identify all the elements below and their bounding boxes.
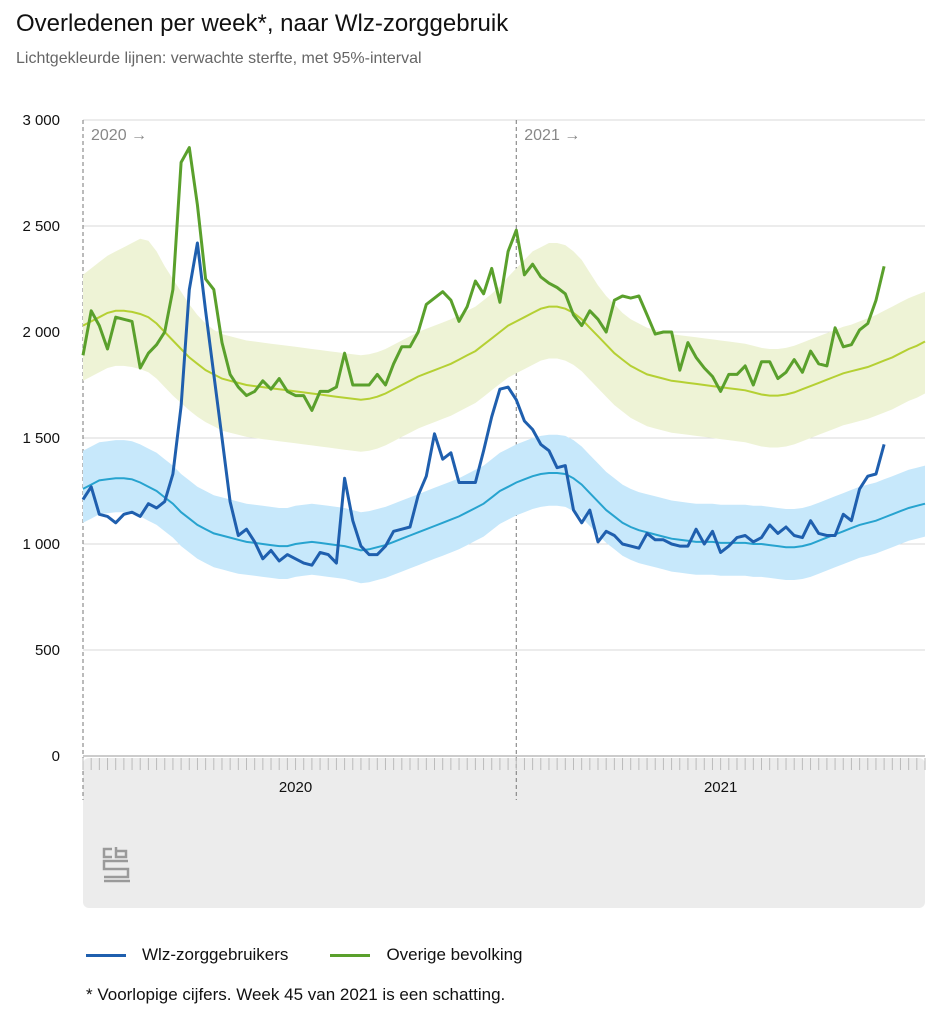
legend-swatch-wlz xyxy=(86,953,126,957)
y-tick-label: 500 xyxy=(35,642,60,659)
cbs-logo-stroke xyxy=(114,847,128,859)
band-wlz-zorggebruikers xyxy=(83,434,925,584)
year-annotation: 2020 → xyxy=(91,127,147,144)
cbs-logo-stroke xyxy=(102,859,130,879)
x-axis-panel xyxy=(83,758,925,908)
line-overige-bevolking-expected xyxy=(82,305,926,401)
line-wlz-zorggebruikers xyxy=(81,241,886,567)
x-group-label: 2021 xyxy=(704,779,737,796)
legend-label-other: Overige bevolking xyxy=(386,945,523,964)
legend-swatch-other xyxy=(330,953,371,957)
page-subtitle: Lichtgekleurde lijnen: verwachte sterfte… xyxy=(16,50,422,67)
y-tick-label: 1 000 xyxy=(22,536,60,553)
cbs-logo-icon xyxy=(102,847,130,883)
legend-label-wlz: Wlz-zorggebruikers xyxy=(142,945,289,964)
legend-item-wlz: Wlz-zorggebruikers xyxy=(86,945,288,965)
footnote: * Voorlopige cijfers. Week 45 van 2021 i… xyxy=(86,985,506,1004)
year-annotation: 2021 → xyxy=(524,127,580,144)
line-wlz-zorggebruikers-expected xyxy=(82,472,926,552)
y-tick-label: 0 xyxy=(52,748,60,765)
chart: 0 500 1 000 1 500 2 000 2 500 3 000 2020 → 2021 … xyxy=(22,112,926,908)
y-tick-label: 2 500 xyxy=(22,218,60,235)
x-group-label: 2020 xyxy=(279,779,312,796)
y-tick-label: 3 000 xyxy=(22,112,60,129)
y-tick-label: 2 000 xyxy=(22,324,60,341)
page-title: Overledenen per week*, naar Wlz-zorggebr… xyxy=(16,10,509,37)
legend-item-other: Overige bevolking xyxy=(330,945,523,965)
line-overige-bevolking xyxy=(81,146,886,412)
y-tick-label: 1 500 xyxy=(22,430,60,447)
band-overige-bevolking xyxy=(83,238,925,452)
legend: Wlz-zorggebruikers Overige bevolking xyxy=(86,945,565,965)
cbs-logo-stroke xyxy=(102,847,112,859)
